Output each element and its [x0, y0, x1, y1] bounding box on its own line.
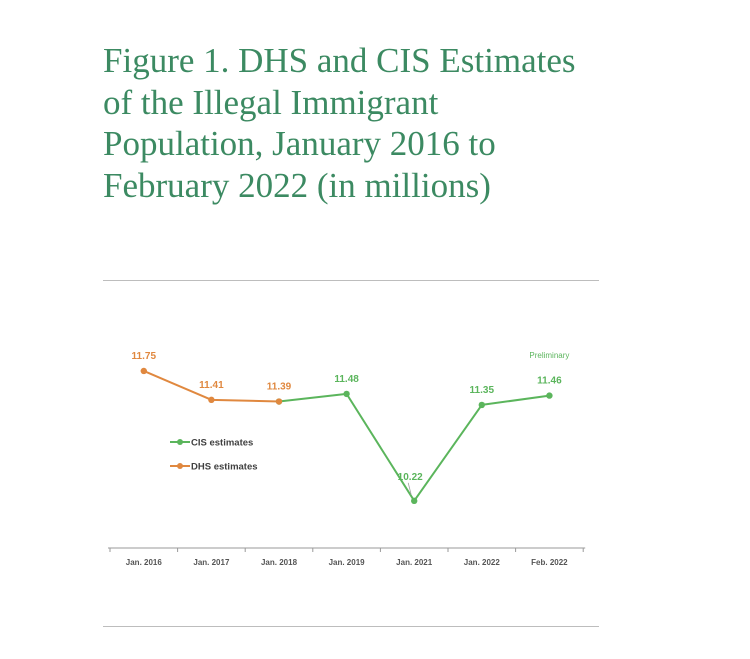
data-label: 11.46 — [537, 376, 562, 387]
data-label: 10.22 — [398, 472, 423, 483]
data-point — [343, 390, 350, 398]
top-divider — [103, 280, 599, 281]
legend-swatch-marker — [177, 439, 183, 445]
x-tick-label: Jan. 2019 — [329, 558, 366, 567]
legend-swatch-marker — [177, 463, 183, 469]
data-label: 11.35 — [470, 385, 495, 396]
x-tick-label: Jan. 2016 — [126, 558, 163, 567]
data-label: 11.39 — [267, 382, 292, 393]
x-tick-label: Jan. 2022 — [464, 558, 501, 567]
series-line — [278, 392, 550, 502]
data-label-leader-line — [407, 482, 412, 495]
data-labels: 11.75 11.41 11.39 11.48 10.22 11.35 11.46 Preli… — [132, 351, 569, 495]
figure-title: Figure 1. DHS and CIS Estimates of the I… — [103, 41, 576, 205]
data-label: 11.75 — [132, 351, 157, 362]
legend-label: DHS estimates — [191, 462, 258, 473]
data-point — [411, 497, 418, 505]
x-tick-label: Jan. 2017 — [193, 558, 230, 567]
x-tick-label: Jan. 2018 — [261, 558, 298, 567]
preliminary-annotation: Preliminary — [529, 351, 569, 360]
data-label: 11.41 — [199, 380, 224, 391]
x-tick-label: Feb. 2022 — [531, 558, 568, 567]
legend-label: CIS estimates — [191, 438, 253, 449]
data-point — [275, 398, 283, 405]
data-point — [478, 401, 485, 409]
bottom-divider — [103, 626, 599, 627]
legend: CIS estimates DHS estimates — [170, 438, 258, 473]
data-point — [546, 392, 553, 399]
data-point — [208, 396, 215, 404]
x-axis: Jan. 2016 Jan. 2017 Jan. 2018 Jan. 2019 Jan.… — [108, 547, 586, 567]
data-points — [140, 367, 553, 505]
data-label: 11.48 — [334, 374, 359, 385]
x-tick-label: Jan. 2021 — [396, 558, 433, 567]
data-point — [140, 367, 147, 375]
